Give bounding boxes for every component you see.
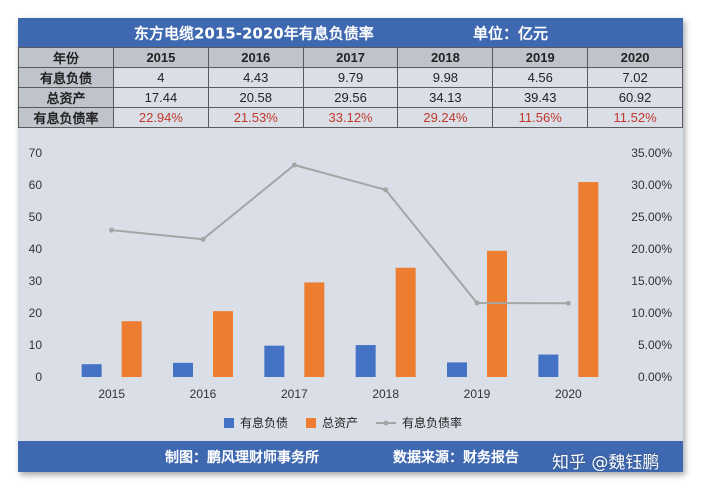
bar <box>395 267 416 377</box>
bar <box>264 345 285 377</box>
y-tick-label: 0 <box>35 370 42 384</box>
y-tick-label: 50 <box>29 210 43 224</box>
table-cell: 29.24% <box>397 107 494 128</box>
legend-swatch <box>306 418 316 428</box>
maker-credit: 制图：鹏风理财师事务所 <box>165 449 319 466</box>
bar <box>538 354 559 377</box>
table-header-cell: 2018 <box>397 47 494 68</box>
bar <box>487 250 507 377</box>
bar <box>173 362 193 377</box>
legend-swatch <box>383 420 389 426</box>
x-tick-label: 2015 <box>98 387 125 401</box>
line-point <box>474 300 480 306</box>
table-row: 总资产 17.44 20.58 29.56 34.13 39.43 60.92 <box>18 87 683 108</box>
y2-tick-label: 5.00% <box>638 338 672 352</box>
data-table: 年份 2015 2016 2017 2018 2019 2020 有息负债 4 … <box>18 47 683 128</box>
watermark: 知乎 @魏钰鹏 <box>552 453 660 473</box>
legend-swatch <box>224 418 234 428</box>
y2-tick-label: 35.00% <box>631 146 672 160</box>
row-label: 有息负债率 <box>18 107 114 128</box>
line-point <box>200 236 206 242</box>
chart-card: 东方电缆2015-2020年有息负债率 单位：亿元 年份 2015 2016 2… <box>18 18 683 472</box>
rate-line <box>111 163 569 305</box>
table-cell: 11.52% <box>587 107 683 128</box>
table-row: 有息负债 4 4.43 9.79 9.98 4.56 7.02 <box>18 67 683 88</box>
bar <box>355 345 376 377</box>
bar <box>81 364 102 377</box>
legend-label: 总资产 <box>322 416 358 430</box>
y2-tick-label: 30.00% <box>631 178 672 192</box>
table-header-cell: 2019 <box>492 47 589 68</box>
table-cell: 22.94% <box>113 107 209 128</box>
x-tick-label: 2019 <box>464 387 491 401</box>
row-label: 有息负债 <box>18 67 114 88</box>
table-cell: 7.02 <box>587 67 683 88</box>
line-point <box>109 227 115 233</box>
chart-title: 东方电缆2015-2020年有息负债率 <box>134 24 374 42</box>
combo-chart: 0 10 20 30 40 50 60 70 0.00% 5.00% 10.00% 15.00% 20.… <box>29 146 673 430</box>
table-header-row: 年份 2015 2016 2017 2018 2019 2020 <box>18 47 683 68</box>
title-banner: 东方电缆2015-2020年有息负债率 单位：亿元 <box>18 18 683 47</box>
y-tick-label: 10 <box>29 338 43 352</box>
row-label: 总资产 <box>18 87 114 108</box>
table-cell: 4.56 <box>492 67 589 88</box>
table-cell: 34.13 <box>397 87 494 108</box>
x-tick-label: 2016 <box>190 387 217 401</box>
bar <box>213 311 233 377</box>
x-tick-label: 2018 <box>372 387 399 401</box>
legend-label: 有息负债 <box>240 415 288 430</box>
line-point <box>383 187 389 193</box>
table-header-cell: 年份 <box>18 47 114 68</box>
y-tick-label: 60 <box>29 178 43 192</box>
table-header-cell: 2015 <box>113 47 209 68</box>
x-tick-label: 2017 <box>281 387 308 401</box>
x-tick-label: 2020 <box>555 387 582 401</box>
bar <box>304 282 325 377</box>
footer-banner: 制图：鹏风理财师事务所 数据来源：财务报告 <box>18 441 683 472</box>
table-row: 有息负债率 22.94% 21.53% 33.12% 29.24% 11.56%… <box>18 107 683 128</box>
table-cell: 21.53% <box>207 107 304 128</box>
y-tick-label: 70 <box>29 146 43 160</box>
y2-tick-label: 25.00% <box>631 210 672 224</box>
y2-tick-label: 10.00% <box>631 306 672 320</box>
data-source: 数据来源：财务报告 <box>393 449 519 466</box>
y2-tick-label: 15.00% <box>631 274 672 288</box>
table-cell: 60.92 <box>587 87 683 108</box>
table-cell: 9.79 <box>302 67 399 88</box>
table-header-cell: 2017 <box>302 47 399 68</box>
line-point <box>291 162 297 168</box>
bar <box>121 321 142 377</box>
y2-tick-label: 0.00% <box>638 370 672 384</box>
table-cell: 33.12% <box>302 107 399 128</box>
unit-label: 单位：亿元 <box>473 24 549 42</box>
line-point <box>565 300 571 306</box>
y-tick-label: 40 <box>29 242 43 256</box>
legend-label: 有息负债率 <box>402 415 462 430</box>
bar <box>447 362 467 377</box>
y-tick-label: 30 <box>29 274 43 288</box>
y-tick-label: 20 <box>29 306 43 320</box>
bar <box>578 182 599 377</box>
y2-tick-label: 20.00% <box>631 242 672 256</box>
